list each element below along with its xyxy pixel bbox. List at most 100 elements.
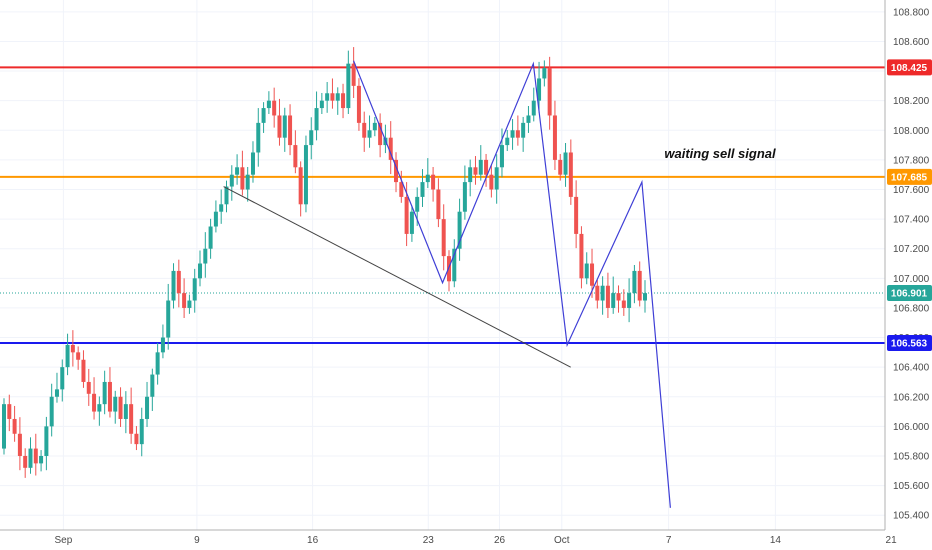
y-tick-label: 108.200 [893,96,930,107]
candle-body [176,270,181,294]
candle-body [213,211,218,227]
candle-body [431,174,436,190]
candle-body [198,263,203,279]
candle-body [552,115,557,160]
trendline [223,186,571,368]
candle-body [240,167,245,190]
x-tick-label: 21 [886,535,898,546]
candle-body [309,130,314,146]
candle-body [579,233,584,279]
candle-body [632,270,637,294]
candle-body [515,130,520,138]
drawings [223,60,671,508]
candle-body [468,167,473,183]
y-tick-label: 105.800 [893,451,930,462]
candle-body [70,344,75,353]
candle-body [425,174,430,183]
candle-body [150,374,155,397]
candle-body [224,186,229,205]
candle-body [171,270,176,301]
candle-body [44,426,49,456]
neckline-badge-label: 107.685 [891,172,928,183]
x-tick-label: 14 [770,535,782,546]
candle-body [330,93,335,101]
candle-body [584,263,589,279]
grid-lines [0,0,892,530]
candle-body [155,352,160,375]
y-tick-label: 106.000 [893,422,930,433]
candle-body [510,130,515,138]
resistance-badge-label: 108.425 [891,63,928,74]
candle-body [627,293,632,308]
candle-body [118,396,123,419]
candle-body [54,389,59,397]
y-tick-label: 108.600 [893,37,930,48]
support-badge [887,335,932,352]
candle-body [256,122,261,153]
candle-body [235,167,240,175]
x-tick-label: 26 [494,535,506,546]
candle-body [86,381,91,394]
candle-body [362,122,367,138]
y-tick-label: 107.400 [893,215,930,226]
candle-body [293,145,298,168]
candle-body [547,68,552,116]
candle-body [409,211,414,234]
candle-body [208,226,213,249]
pattern-path [352,60,671,508]
candle-body [245,174,250,190]
resistance-badge [887,59,932,76]
candle-body [139,418,144,445]
candle-body [314,108,319,131]
candle-body [531,100,536,116]
candle-body [478,159,483,175]
candle-body [298,167,303,205]
candle-body [23,455,28,468]
candle-body [489,174,494,190]
y-tick-label: 106.200 [893,392,930,403]
candle-body [229,174,234,187]
candle-body [160,337,165,353]
price-axis[interactable] [885,0,932,530]
candle-body [92,393,97,412]
candle-body [65,344,70,368]
x-tick-label: Oct [554,535,570,546]
candle-body [272,100,277,116]
candle-body [7,404,12,419]
candle-body [346,63,351,109]
candle-body [415,196,420,212]
candle-body [28,448,33,468]
candle-body [394,159,399,183]
x-tick-label: 7 [666,535,672,546]
candle-body [484,159,489,175]
candle-body [203,248,208,264]
candle-body [282,115,287,138]
candle-body [319,100,324,109]
price-badges: 108.425 107.685 106.901 106.563 [887,59,932,352]
candles [2,47,647,478]
candle-body [399,182,404,197]
candle-body [499,145,504,168]
time-axis[interactable] [0,530,932,550]
candle-body [219,204,224,212]
candle-body [192,278,197,301]
candle-body [33,448,38,464]
candle-body [600,285,605,301]
candle-body [452,248,457,282]
candle-body [182,293,187,308]
candle-body [288,115,293,146]
candle-body [505,137,510,146]
candle-body [436,189,441,220]
candle-body [12,418,17,434]
candle-body [277,115,282,138]
candle-body [605,285,610,308]
horizontal-levels [0,66,885,345]
current-price-badge [887,284,932,301]
candle-body [129,404,134,434]
candle-body [616,293,621,301]
candle-body [166,300,171,338]
candle-body [378,122,383,146]
candle-body [134,433,139,445]
candle-body [81,359,86,382]
